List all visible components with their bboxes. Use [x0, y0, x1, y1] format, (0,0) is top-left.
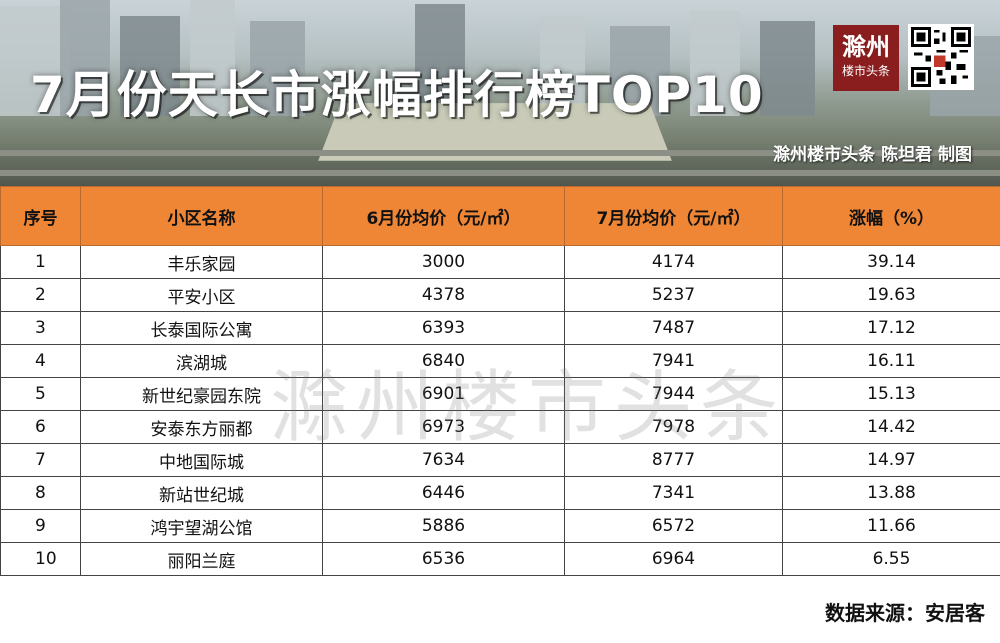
cell-july-price: 7944 — [564, 377, 783, 411]
credit-text: 滁州楼市头条 陈坦君 制图 — [773, 145, 972, 165]
skyline-building — [540, 16, 585, 116]
cell-increase: 17.12 — [782, 311, 1000, 345]
cell-rank: 5 — [0, 377, 81, 411]
cell-name: 长泰国际公寓 — [80, 311, 323, 345]
brand-logo: 滁州 楼市头条 — [833, 25, 899, 91]
cell-june-price: 5886 — [322, 509, 565, 543]
header-july-price: 7月份均价（元/㎡） — [564, 186, 783, 246]
cell-june-price: 6901 — [322, 377, 565, 411]
cell-june-price: 6446 — [322, 476, 565, 510]
table-row: 6 安泰东方丽都 6973 7978 14.42 — [0, 410, 1000, 444]
skyline-building — [60, 0, 110, 116]
table-row: 2 平安小区 4378 5237 19.63 — [0, 278, 1000, 312]
header-june-price: 6月份均价（元/㎡） — [322, 186, 565, 246]
cell-increase: 16.11 — [782, 344, 1000, 378]
cell-rank: 7 — [0, 443, 81, 477]
cell-increase: 6.55 — [782, 542, 1000, 576]
cell-rank: 3 — [0, 311, 81, 345]
skyline-building — [415, 4, 465, 116]
cell-name: 新世纪豪园东院 — [80, 377, 323, 411]
cell-june-price: 6840 — [322, 344, 565, 378]
skyline-building — [120, 16, 180, 116]
page-title: 7月份天长市涨幅排行榜TOP10 — [30, 66, 764, 124]
header-increase: 涨幅（%） — [782, 186, 1000, 246]
road — [0, 150, 1000, 156]
skyline-building — [690, 11, 740, 116]
cell-increase: 14.97 — [782, 443, 1000, 477]
cell-july-price: 6572 — [564, 509, 783, 543]
cell-name: 平安小区 — [80, 278, 323, 312]
logo-line2: 楼市头条 — [841, 64, 890, 78]
cell-rank: 6 — [0, 410, 81, 444]
skyline-building — [760, 21, 815, 116]
cell-july-price: 7341 — [564, 476, 783, 510]
table-row: 1 丰乐家园 3000 4174 39.14 — [0, 245, 1000, 279]
cell-name: 滨湖城 — [80, 344, 323, 378]
cell-increase: 39.14 — [782, 245, 1000, 279]
cell-rank: 4 — [0, 344, 81, 378]
cell-name: 新站世纪城 — [80, 476, 323, 510]
cell-increase: 11.66 — [782, 509, 1000, 543]
road — [0, 170, 1000, 176]
cell-rank: 8 — [0, 476, 81, 510]
table-row: 10 丽阳兰庭 6536 6964 6.55 — [0, 542, 1000, 576]
table-row: 9 鸿宇望湖公馆 5886 6572 11.66 — [0, 509, 1000, 543]
cell-increase: 15.13 — [782, 377, 1000, 411]
banner-photo: 7月份天长市涨幅排行榜TOP10 滁州 楼市头条 滁州楼市头条 陈坦君 制图 — [0, 0, 1000, 186]
table-row: 4 滨湖城 6840 7941 16.11 — [0, 344, 1000, 378]
cell-june-price: 6393 — [322, 311, 565, 345]
cell-july-price: 7487 — [564, 311, 783, 345]
cell-july-price: 7941 — [564, 344, 783, 378]
cell-july-price: 4174 — [564, 245, 783, 279]
cell-name: 中地国际城 — [80, 443, 323, 477]
skyline-building — [610, 26, 670, 116]
data-source: 数据来源：安居客 — [825, 601, 985, 625]
cell-june-price: 6536 — [322, 542, 565, 576]
cell-rank: 2 — [0, 278, 81, 312]
cell-increase: 19.63 — [782, 278, 1000, 312]
skyline-building — [250, 21, 305, 116]
table-header-row: 序号 小区名称 6月份均价（元/㎡） 7月份均价（元/㎡） 涨幅（%） — [0, 186, 1000, 246]
cell-increase: 13.88 — [782, 476, 1000, 510]
logo-line1: 滁州 — [842, 33, 890, 61]
cell-june-price: 7634 — [322, 443, 565, 477]
cell-name: 鸿宇望湖公馆 — [80, 509, 323, 543]
header-rank: 序号 — [0, 186, 81, 246]
cell-rank: 1 — [0, 245, 81, 279]
cell-rank: 10 — [0, 542, 81, 576]
cell-july-price: 6964 — [564, 542, 783, 576]
cell-name: 丽阳兰庭 — [80, 542, 323, 576]
cell-increase: 14.42 — [782, 410, 1000, 444]
header-name: 小区名称 — [80, 186, 323, 246]
cell-july-price: 7978 — [564, 410, 783, 444]
cell-july-price: 8777 — [564, 443, 783, 477]
table-row: 5 新世纪豪园东院 6901 7944 15.13 — [0, 377, 1000, 411]
skyline-building — [190, 0, 235, 116]
table-row: 7 中地国际城 7634 8777 14.97 — [0, 443, 1000, 477]
cell-june-price: 3000 — [322, 245, 565, 279]
cell-july-price: 5237 — [564, 278, 783, 312]
cell-name: 丰乐家园 — [80, 245, 323, 279]
skyline-building — [0, 6, 70, 116]
cell-name: 安泰东方丽都 — [80, 410, 323, 444]
table-row: 8 新站世纪城 6446 7341 13.88 — [0, 476, 1000, 510]
ranking-table: 序号 小区名称 6月份均价（元/㎡） 7月份均价（元/㎡） 涨幅（%） 1 丰乐… — [0, 186, 1000, 576]
cell-june-price: 4378 — [322, 278, 565, 312]
table-row: 3 长泰国际公寓 6393 7487 17.12 — [0, 311, 1000, 345]
cell-rank: 9 — [0, 509, 81, 543]
qr-code-icon — [908, 24, 974, 90]
cell-june-price: 6973 — [322, 410, 565, 444]
